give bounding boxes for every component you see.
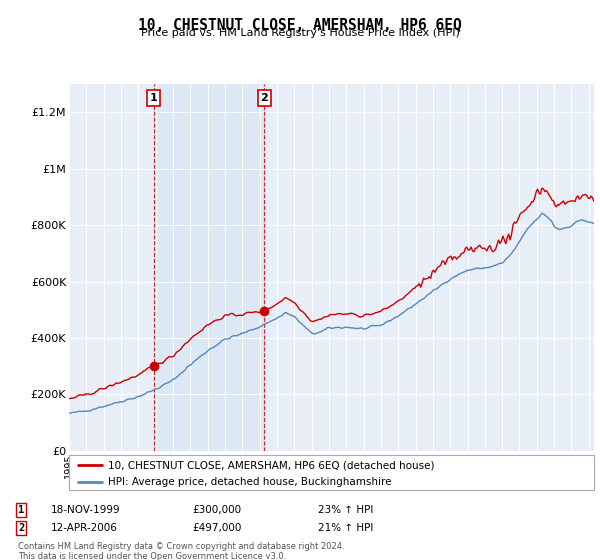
Bar: [154, 84, 265, 451]
Text: £497,000: £497,000: [192, 523, 241, 533]
Text: Contains HM Land Registry data © Crown copyright and database right 2024.
This d: Contains HM Land Registry data © Crown c…: [18, 542, 344, 560]
Text: HPI: Average price, detached house, Buckinghamshire: HPI: Average price, detached house, Buck…: [109, 477, 392, 487]
Text: 1: 1: [18, 505, 24, 515]
Text: 10, CHESTNUT CLOSE, AMERSHAM, HP6 6EQ: 10, CHESTNUT CLOSE, AMERSHAM, HP6 6EQ: [138, 18, 462, 33]
Text: 2: 2: [260, 93, 268, 103]
Text: 2: 2: [18, 523, 24, 533]
Text: 18-NOV-1999: 18-NOV-1999: [51, 505, 121, 515]
Text: 21% ↑ HPI: 21% ↑ HPI: [318, 523, 373, 533]
Text: 1: 1: [149, 93, 157, 103]
Text: 12-APR-2006: 12-APR-2006: [51, 523, 118, 533]
Text: 23% ↑ HPI: 23% ↑ HPI: [318, 505, 373, 515]
Text: 10, CHESTNUT CLOSE, AMERSHAM, HP6 6EQ (detached house): 10, CHESTNUT CLOSE, AMERSHAM, HP6 6EQ (d…: [109, 460, 435, 470]
Text: £300,000: £300,000: [192, 505, 241, 515]
Text: Price paid vs. HM Land Registry's House Price Index (HPI): Price paid vs. HM Land Registry's House …: [140, 28, 460, 38]
